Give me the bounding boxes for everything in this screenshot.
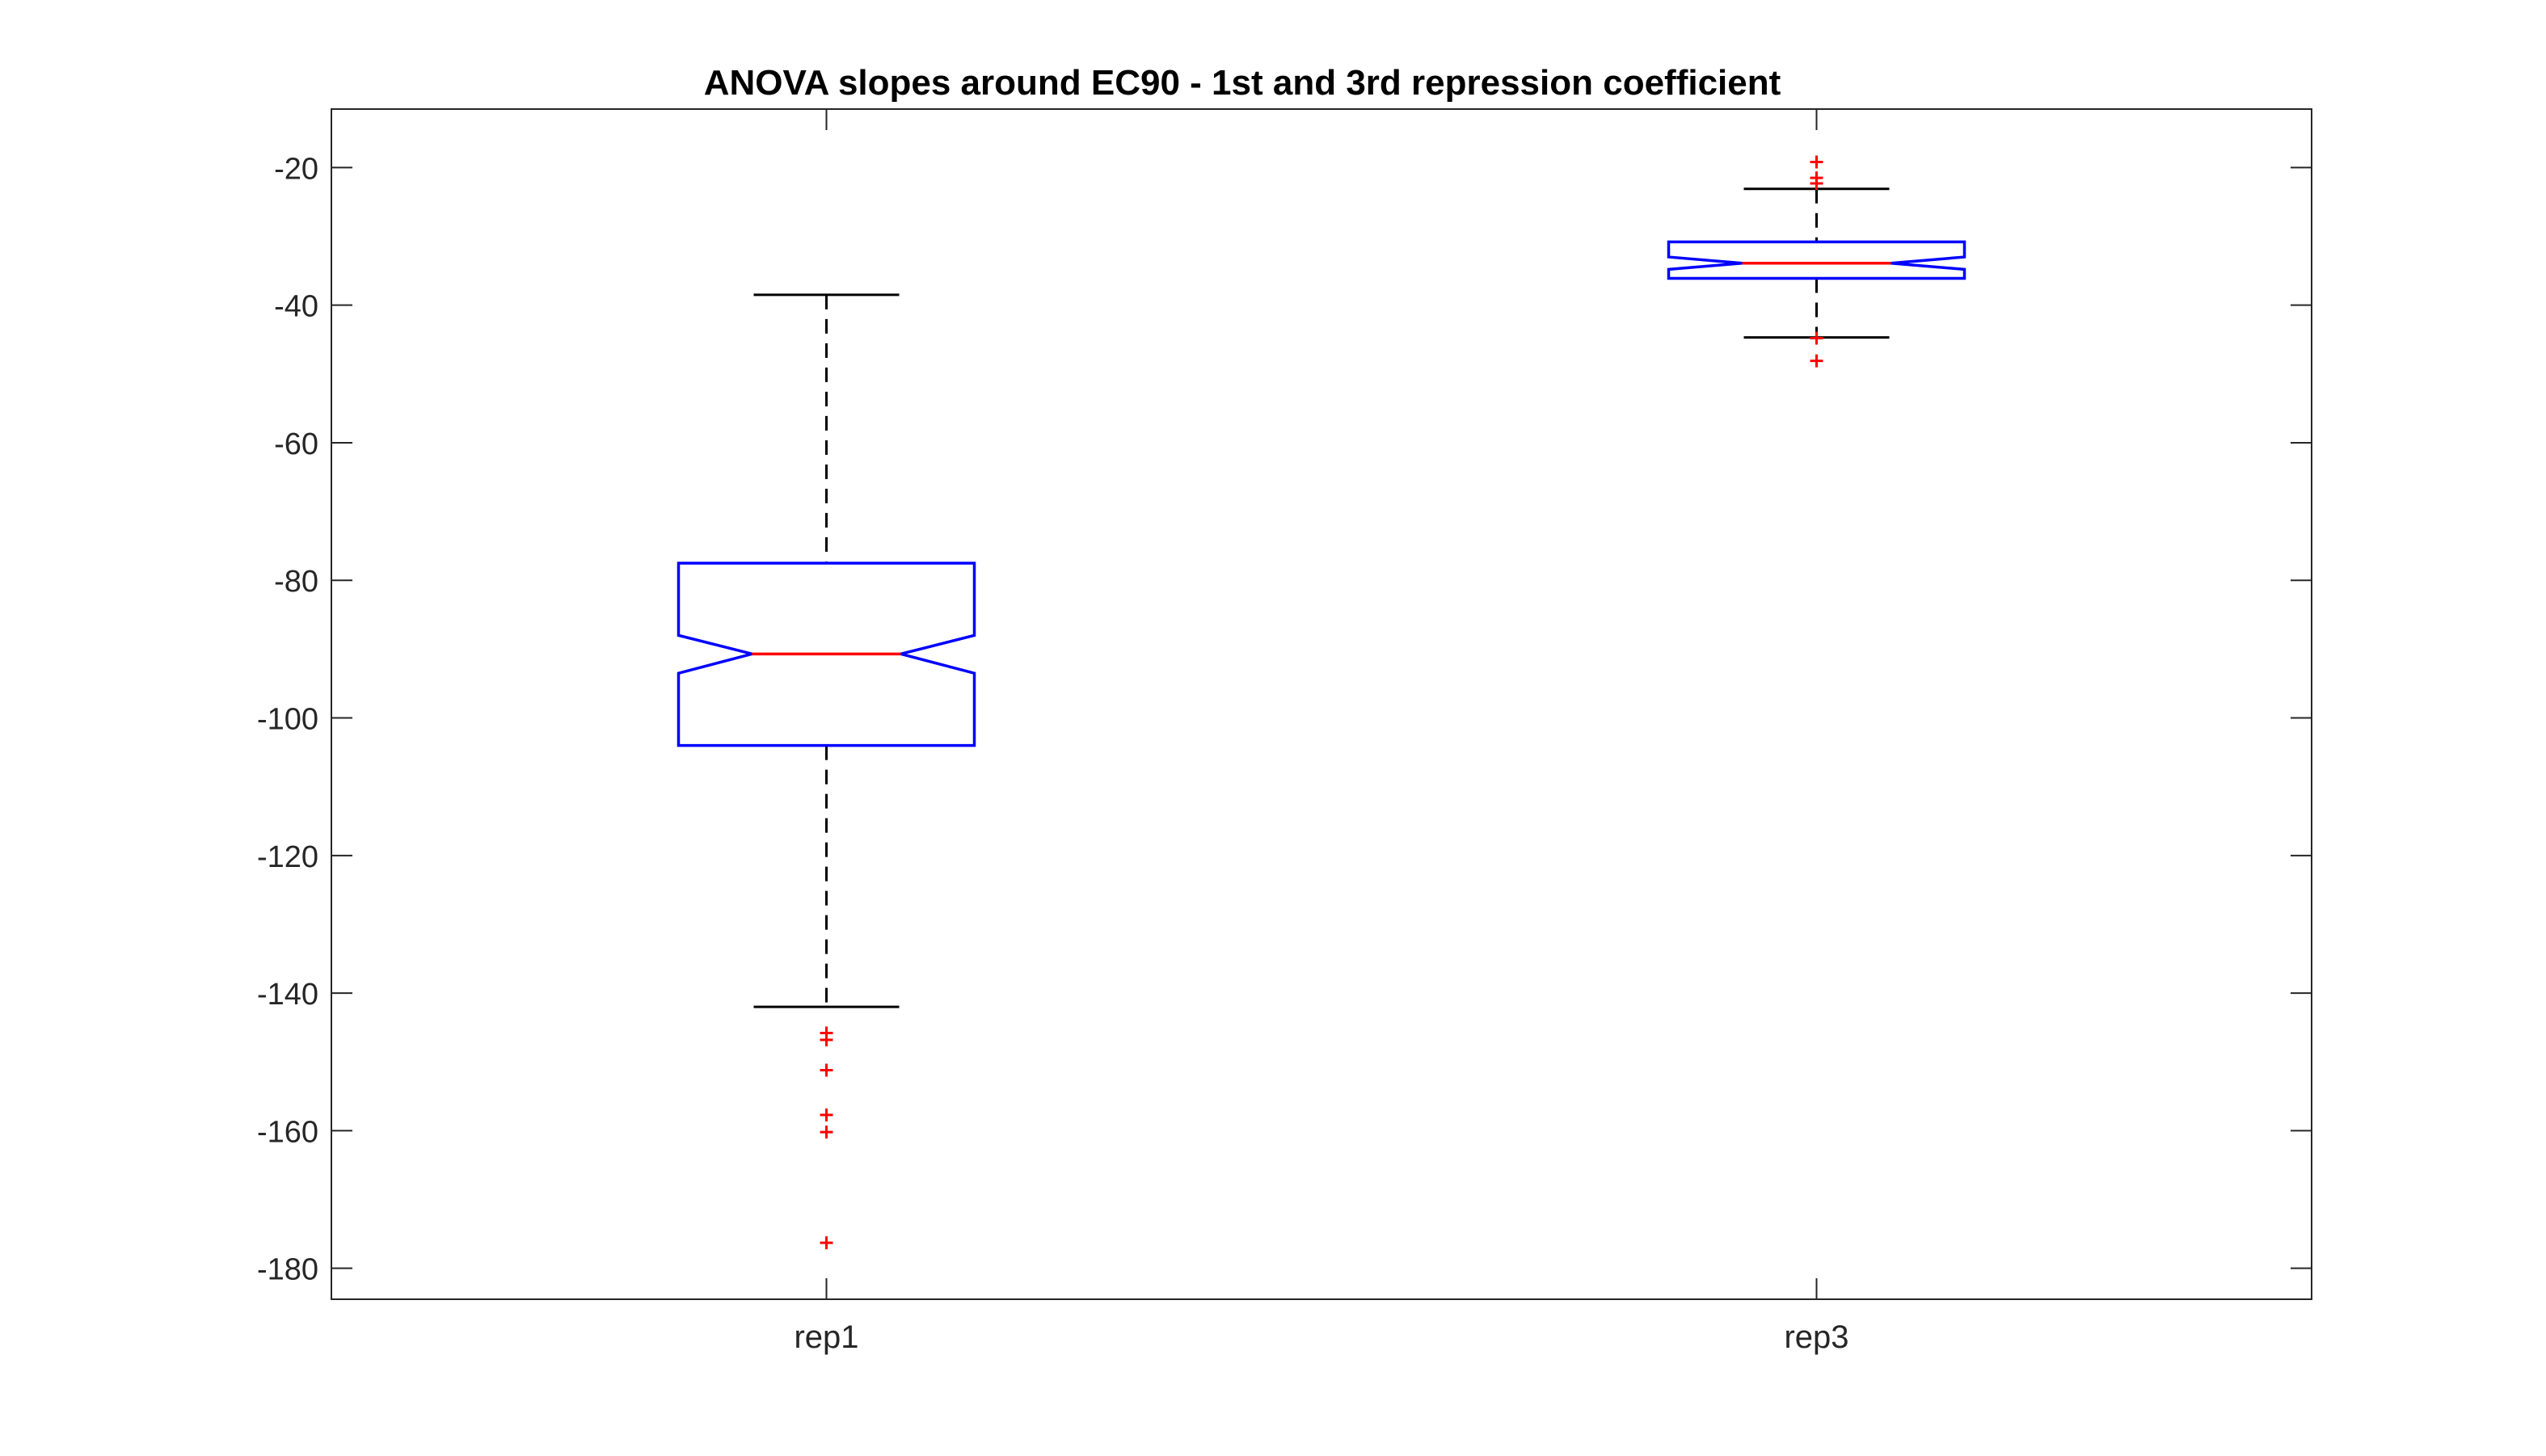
plot-area: -20 -40 -60 -80 -100 -120 -140 -160 -180 rep1 rep3 bbox=[257, 108, 2312, 1355]
y-tick-label: -120 bbox=[257, 840, 318, 874]
x-tick-label: rep3 bbox=[1784, 1319, 1848, 1355]
chart-title: ANOVA slopes around EC90 - 1st and 3rd r… bbox=[704, 63, 1781, 103]
outlier-marker bbox=[820, 1126, 833, 1139]
y-tick-label: -100 bbox=[257, 703, 318, 737]
y-tick-label: -180 bbox=[257, 1253, 318, 1287]
y-tick-label: -60 bbox=[274, 427, 318, 461]
y-tick-label: -80 bbox=[274, 565, 318, 599]
outlier-marker bbox=[820, 1063, 833, 1077]
box-notched bbox=[1667, 240, 1966, 280]
outlier-marker bbox=[1810, 331, 1823, 345]
y-tick-label: -160 bbox=[257, 1115, 318, 1149]
y-tick-label: -40 bbox=[274, 290, 318, 324]
y-tick-label: -20 bbox=[274, 152, 318, 186]
outlier-marker bbox=[1810, 155, 1823, 169]
x-tick-label: rep1 bbox=[794, 1319, 858, 1355]
outlier-marker bbox=[820, 1033, 833, 1047]
outlier-marker bbox=[1810, 176, 1823, 190]
axes-frame bbox=[331, 108, 2312, 1300]
outlier-marker bbox=[820, 1108, 833, 1121]
outlier-marker bbox=[1810, 354, 1823, 368]
y-tick-label: -140 bbox=[257, 978, 318, 1012]
outlier-marker bbox=[820, 1236, 833, 1250]
